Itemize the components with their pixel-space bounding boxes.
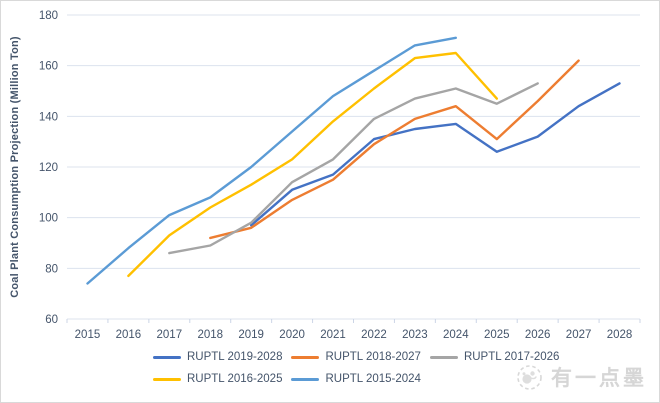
legend-label: RUPTL 2016-2025 bbox=[187, 373, 283, 385]
y-tick-label: 180 bbox=[39, 10, 58, 22]
legend-item: RUPTL 2018-2027 bbox=[291, 351, 421, 363]
legend-label: RUPTL 2015-2024 bbox=[325, 373, 421, 385]
y-tick-label: 140 bbox=[39, 111, 58, 123]
x-tick-label: 2021 bbox=[320, 329, 346, 341]
y-tick-label: 160 bbox=[39, 61, 58, 73]
legend-item: RUPTL 2015-2024 bbox=[291, 373, 421, 385]
x-tick-label: 2019 bbox=[238, 329, 264, 341]
y-tick-label: 80 bbox=[45, 263, 58, 275]
legend-swatch bbox=[153, 355, 181, 359]
ink-panda-logo-icon bbox=[517, 364, 542, 390]
y-axis-title: Coal Plant Consumption Projection (Milli… bbox=[9, 36, 21, 298]
x-tick-label: 2026 bbox=[525, 329, 551, 341]
series-line-ruptl-2019-2028 bbox=[249, 82, 621, 227]
x-tick-label: 2024 bbox=[443, 329, 469, 341]
legend-item: RUPTL 2016-2025 bbox=[153, 373, 282, 385]
x-tick-label: 2027 bbox=[566, 329, 592, 341]
legend-swatch bbox=[291, 377, 320, 381]
x-tick-label: 2025 bbox=[484, 329, 510, 341]
legend-label: RUPTL 2017-2026 bbox=[463, 351, 560, 363]
legend-swatch bbox=[429, 355, 458, 359]
legend-label: RUPTL 2018-2027 bbox=[325, 351, 421, 363]
watermark: 有一点墨 bbox=[516, 362, 647, 392]
legend-row-2: RUPTL 2016-2025 RUPTL 2015-2024 bbox=[153, 373, 561, 385]
x-tick-label: 2022 bbox=[361, 329, 387, 341]
x-tick-label: 2016 bbox=[116, 329, 142, 341]
x-tick-label: 2020 bbox=[279, 329, 305, 341]
legend: RUPTL 2019-2028 RUPTL 2018-2027 RUPTL 2017… bbox=[153, 351, 561, 385]
legend-row-1: RUPTL 2019-2028 RUPTL 2018-2027 RUPTL 2017… bbox=[153, 351, 561, 363]
x-tick-label: 2018 bbox=[197, 329, 223, 341]
legend-item: RUPTL 2017-2026 bbox=[429, 351, 560, 363]
legend-swatch bbox=[291, 355, 320, 359]
legend-label: RUPTL 2019-2028 bbox=[187, 351, 283, 363]
y-tick-label: 120 bbox=[39, 162, 58, 174]
series-line-ruptl-2018-2027 bbox=[209, 59, 580, 240]
legend-item: RUPTL 2019-2028 bbox=[153, 351, 282, 363]
x-tick-label: 2015 bbox=[75, 329, 101, 341]
x-tick-label: 2028 bbox=[607, 329, 633, 341]
y-tick-label: 60 bbox=[45, 314, 58, 326]
series-line-ruptl-2016-2025 bbox=[127, 51, 498, 278]
legend-swatch bbox=[153, 377, 181, 381]
x-tick-label: 2023 bbox=[402, 329, 428, 341]
series-line-ruptl-2015-2024 bbox=[86, 36, 457, 285]
watermark-text: 有一点墨 bbox=[551, 367, 647, 390]
x-tick-label: 2017 bbox=[157, 329, 183, 341]
y-tick-label: 100 bbox=[39, 213, 58, 225]
series-line-ruptl-2017-2026 bbox=[168, 82, 539, 255]
